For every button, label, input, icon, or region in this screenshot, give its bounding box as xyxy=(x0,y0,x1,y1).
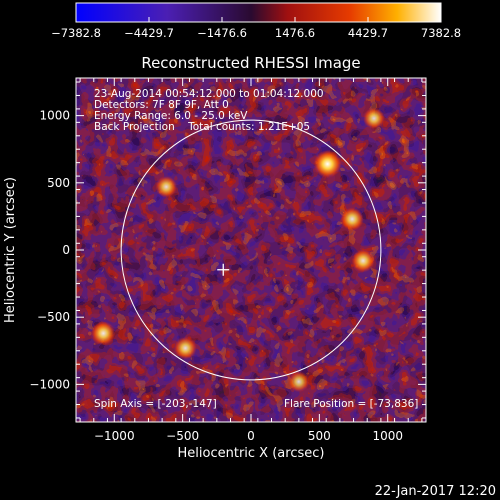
x-tick-label: −500 xyxy=(166,429,199,443)
bright-source xyxy=(288,371,310,393)
bright-sources xyxy=(91,107,385,393)
x-tick-label: −1000 xyxy=(94,429,135,443)
y-tick-label: −1000 xyxy=(29,377,70,391)
spin-axis-marker xyxy=(217,263,230,276)
x-tick-label: 500 xyxy=(308,429,331,443)
x-tick-label: 1000 xyxy=(372,429,403,443)
x-axis-label: Heliocentric X (arcsec) xyxy=(178,446,325,461)
bright-source xyxy=(313,150,342,178)
y-tick-label: 500 xyxy=(47,176,70,190)
colorbar: −7382.8 −4429.7 −1476.6 1476.6 4429.7 7382.8 xyxy=(51,2,461,40)
colorbar-tick-label: −4429.7 xyxy=(124,26,174,40)
bright-source xyxy=(174,336,197,360)
bright-source xyxy=(351,249,375,273)
annotation-spin-axis: Spin Axis = [-203,-147] xyxy=(94,398,217,410)
colorbar-gradient xyxy=(75,2,442,23)
x-tick-label: 0 xyxy=(247,429,255,443)
annotation-energy-range: Energy Range: 6.0 - 25.0 keV xyxy=(94,110,248,122)
chart-title: Reconstructed RHESSI Image xyxy=(141,54,360,72)
plot-timestamp: 22-Jan-2017 12:20 xyxy=(375,484,496,499)
annotation-time-range: 23-Aug-2014 00:54:12.000 to 01:04:12.000 xyxy=(94,88,324,100)
x-axis: −1000 −500 0 500 1000 xyxy=(79,78,423,443)
y-tick-label: −500 xyxy=(37,310,70,324)
bright-source xyxy=(155,176,178,198)
colorbar-tick-label: 1476.6 xyxy=(275,26,315,40)
y-axis-label: Heliocentric Y (arcsec) xyxy=(3,177,18,323)
annotation-method-counts: Back Projection Total counts: 1.21E+05 xyxy=(94,121,310,133)
colorbar-tick-label: 7382.8 xyxy=(421,26,461,40)
colorbar-ticks: −7382.8 −4429.7 −1476.6 1476.6 4429.7 7382.8 xyxy=(51,17,461,40)
annotation-detectors: Detectors: 7F 8F 9F, Att 0 xyxy=(94,99,229,111)
colorbar-tick-label: −1476.6 xyxy=(197,26,247,40)
bright-source xyxy=(340,207,364,231)
colorbar-tick-label: −7382.8 xyxy=(51,26,101,40)
annotation-flare-position: Flare Position = [-73,836] xyxy=(284,398,418,410)
image-plot-area xyxy=(76,78,426,422)
bright-source xyxy=(363,107,385,130)
colorbar-tick-label: 4429.7 xyxy=(348,26,388,40)
annotations: 23-Aug-2014 00:54:12.000 to 01:04:12.000… xyxy=(94,88,418,410)
bright-source xyxy=(91,321,116,346)
solar-disk-limb xyxy=(120,119,382,381)
image-orange-texture xyxy=(76,78,426,422)
y-tick-label: 0 xyxy=(62,243,70,257)
y-tick-label: 1000 xyxy=(39,109,70,123)
y-axis: −1000 −500 0 500 1000 xyxy=(29,81,426,419)
